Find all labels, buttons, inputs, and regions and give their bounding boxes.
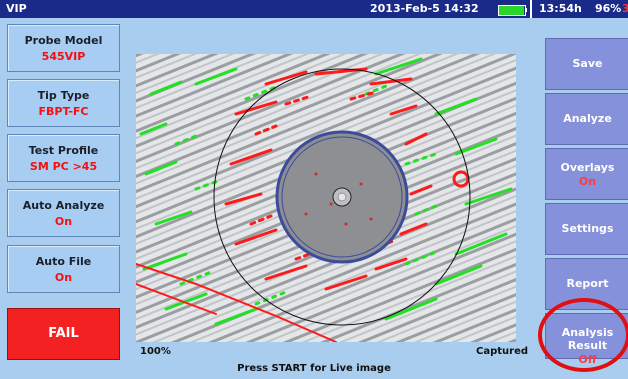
analysis-result-value: Off [578,353,597,366]
analysis-result-label: Analysis Result [561,326,614,352]
auto-file-label: Auto File [35,255,92,268]
save-label: Save [572,57,603,70]
battery-tip-icon [525,8,527,12]
overlays-value: On [578,175,597,188]
core-center [337,192,347,202]
auto-file-value: On [54,271,73,284]
report-button[interactable]: Report [545,258,628,310]
title-bar: VIP 2013-Feb-5 14:32 13:54h 96% 3 [0,0,628,18]
overlays-label: Overlays [560,161,615,174]
battery-time-label: 13:54h [539,2,582,15]
datetime-label: 2013-Feb-5 14:32 [370,2,479,15]
auto-analyze-label: Auto Analyze [22,199,105,212]
probe-model-button[interactable]: Probe Model 545VIP [7,24,120,72]
test-profile-button[interactable]: Test Profile SM PC >45 [7,134,120,182]
auto-file-button[interactable]: Auto File On [7,245,120,293]
auto-analyze-value: On [54,215,73,228]
battery-percent-label: 96% [595,2,622,15]
fail-status-badge: FAIL [7,308,120,360]
zoom-label: 100% [140,346,171,357]
probe-model-value: 545VIP [41,50,86,63]
live-image-prompt: Press START for Live image [237,363,391,374]
red-defect-overlay [136,67,470,342]
tip-type-label: Tip Type [37,89,90,102]
report-label: Report [566,277,609,290]
green-defect-overlay [139,57,513,326]
battery-icon [498,5,526,16]
cladding-inner-ring [281,136,403,258]
app-title: VIP [6,2,27,15]
fiber-endface-image [136,54,516,342]
test-profile-label: Test Profile [28,144,99,157]
contact-zone-circle [213,68,471,326]
status-indicator: 3 [622,2,628,15]
settings-button[interactable]: Settings [545,203,628,255]
title-separator [530,0,532,18]
probe-model-label: Probe Model [24,34,103,47]
fiber-endface-viewer [136,54,516,342]
test-profile-value: SM PC >45 [29,160,98,173]
save-button[interactable]: Save [545,38,628,90]
analyze-button[interactable]: Analyze [545,93,628,145]
cladding-defects [304,172,373,226]
battery-fill [499,6,524,15]
capture-status-label: Captured [476,346,529,357]
tip-type-button[interactable]: Tip Type FBPT-FC [7,79,120,127]
auto-analyze-button[interactable]: Auto Analyze On [7,189,120,237]
analysis-result-button[interactable]: Analysis Result Off [545,313,628,366]
tip-type-value: FBPT-FC [38,105,89,118]
analyze-label: Analyze [563,112,612,125]
settings-label: Settings [561,222,614,235]
overlays-button[interactable]: Overlays On [545,148,628,200]
